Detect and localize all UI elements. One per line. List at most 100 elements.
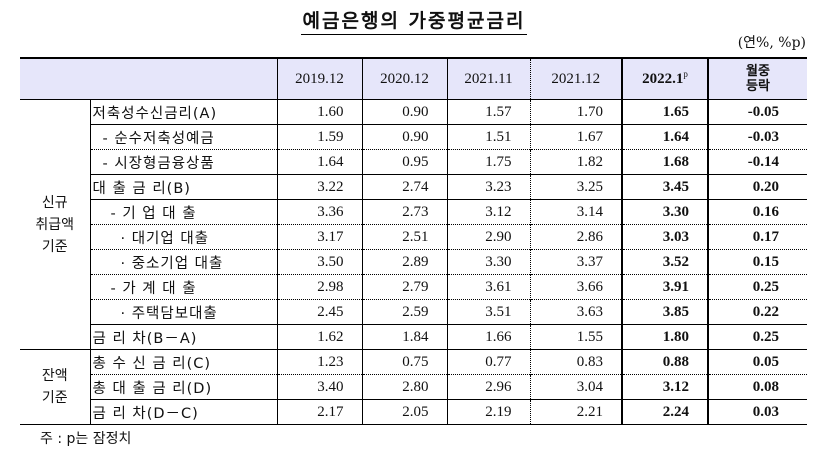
row-label: 대 출 금 리(B) <box>89 174 277 200</box>
cell-2021-11: 3.51 <box>446 299 530 325</box>
cell-2022-1: 1.80 <box>621 324 709 350</box>
header-2021-12: 2021.12 <box>529 57 622 100</box>
row-label: 총 수 신 금 리(C) <box>89 349 277 375</box>
cell-2021-11: 3.12 <box>446 199 530 225</box>
header-2019-12: 2019.12 <box>276 57 362 100</box>
cell-2021-12: 3.25 <box>529 174 622 200</box>
cell-2021-11: 1.57 <box>446 99 530 125</box>
cell-2022-1: 3.85 <box>621 299 709 325</box>
cell-2019-12: 3.36 <box>276 199 362 225</box>
group-balance: 잔액 기준 <box>20 349 90 425</box>
group-line: 신규 <box>41 194 68 211</box>
cell-2021-12: 3.37 <box>529 249 622 275</box>
row-label: · 중소기업 대출 <box>89 249 277 275</box>
cell-change: 0.25 <box>708 274 807 300</box>
cell-2021-11: 3.23 <box>446 174 530 200</box>
row-label: 총 대 출 금 리(D) <box>89 374 277 400</box>
row-label: 금 리 차(B－A) <box>89 324 277 350</box>
cell-2021-12: 1.67 <box>529 124 622 150</box>
header-2022-1-label: 2022.1 <box>642 70 684 87</box>
cell-2020-12: 0.90 <box>361 99 447 125</box>
cell-2021-12: 3.66 <box>529 274 622 300</box>
cell-2020-12: 2.73 <box>361 199 447 225</box>
header-monthly-change: 월중 등락 <box>708 57 807 100</box>
cell-2022-1: 3.45 <box>621 174 709 200</box>
cell-2021-12: 3.14 <box>529 199 622 225</box>
table-row: · 대기업 대출 3.17 2.51 2.90 2.86 3.03 0.17 <box>20 224 807 250</box>
cell-2022-1: 3.12 <box>621 374 709 400</box>
table-row: 총 대 출 금 리(D) 3.40 2.80 2.96 3.04 3.12 0.… <box>20 374 807 400</box>
cell-2019-12: 3.22 <box>276 174 362 200</box>
table-row: 대 출 금 리(B) 3.22 2.74 3.23 3.25 3.45 0.20 <box>20 174 807 200</box>
row-label: · 주택담보대출 <box>89 299 277 325</box>
cell-change: 0.17 <box>708 224 807 250</box>
cell-2020-12: 1.84 <box>361 324 447 350</box>
cell-2021-11: 1.75 <box>446 149 530 175</box>
cell-2021-11: 1.66 <box>446 324 530 350</box>
row-label: - 순수저축성예금 <box>89 124 277 150</box>
cell-2020-12: 2.80 <box>361 374 447 400</box>
cell-2019-12: 1.59 <box>276 124 362 150</box>
interest-rate-table: 2019.12 2020.12 2021.11 2021.12 2022.1p … <box>20 57 807 425</box>
cell-2021-11: 3.61 <box>446 274 530 300</box>
table-row: · 중소기업 대출 3.50 2.89 3.30 3.37 3.52 0.15 <box>20 249 807 275</box>
table-row: - 시장형금융상품 1.64 0.95 1.75 1.82 1.68 -0.14 <box>20 149 807 175</box>
cell-2020-12: 2.59 <box>361 299 447 325</box>
cell-2021-11: 2.90 <box>446 224 530 250</box>
cell-2021-11: 1.51 <box>446 124 530 150</box>
cell-2020-12: 2.74 <box>361 174 447 200</box>
row-label: - 시장형금융상품 <box>89 149 277 175</box>
cell-2022-1: 3.52 <box>621 249 709 275</box>
cell-2019-12: 2.17 <box>276 399 362 425</box>
group-new-amount: 신규 취급액 기준 <box>20 99 90 350</box>
cell-2020-12: 2.05 <box>361 399 447 425</box>
preliminary-mark: p <box>683 68 688 79</box>
header-change-line1: 월중 <box>746 64 770 79</box>
cell-change: 0.08 <box>708 374 807 400</box>
cell-2022-1: 3.03 <box>621 224 709 250</box>
row-label: - 기 업 대 출 <box>89 199 277 225</box>
cell-2021-12: 1.55 <box>529 324 622 350</box>
table-row: 신규 취급액 기준 저축성수신금리(A) 1.60 0.90 1.57 1.70… <box>20 99 807 350</box>
cell-2022-1: 1.65 <box>621 99 709 125</box>
cell-2022-1: 1.68 <box>621 149 709 175</box>
cell-2020-12: 0.75 <box>361 349 447 375</box>
cell-2019-12: 2.98 <box>276 274 362 300</box>
table-row: 잔액 기준 총 수 신 금 리(C) 1.23 0.75 0.77 0.83 0… <box>20 349 807 425</box>
row-label: 저축성수신금리(A) <box>89 99 277 125</box>
cell-2022-1: 3.30 <box>621 199 709 225</box>
cell-2020-12: 2.89 <box>361 249 447 275</box>
cell-2022-1: 0.88 <box>621 349 709 375</box>
cell-2022-1: 2.24 <box>621 399 709 425</box>
cell-2019-12: 1.62 <box>276 324 362 350</box>
cell-change: -0.14 <box>708 149 807 175</box>
cell-2019-12: 1.60 <box>276 99 362 125</box>
title-text: 예금은행의 가중평균금리 <box>300 10 528 35</box>
cell-2019-12: 3.50 <box>276 249 362 275</box>
cell-2021-11: 2.19 <box>446 399 530 425</box>
group-line: 기준 <box>41 390 68 406</box>
cell-change: 0.20 <box>708 174 807 200</box>
header-2021-11: 2021.11 <box>446 57 530 100</box>
table-row: - 가 계 대 출 2.98 2.79 3.61 3.66 3.91 0.25 <box>20 274 807 300</box>
unit-label: (연%, %p) <box>737 35 806 51</box>
cell-change: -0.03 <box>708 124 807 150</box>
cell-change: -0.05 <box>708 99 807 125</box>
cell-change: 0.25 <box>708 324 807 350</box>
cell-2019-12: 1.23 <box>276 349 362 375</box>
cell-2021-12: 1.82 <box>529 149 622 175</box>
header-row: 2019.12 2020.12 2021.11 2021.12 2022.1p … <box>20 57 807 100</box>
cell-2020-12: 0.90 <box>361 124 447 150</box>
table-row: 금 리 차(B－A) 1.62 1.84 1.66 1.55 1.80 0.25 <box>20 324 807 350</box>
cell-2021-11: 3.30 <box>446 249 530 275</box>
cell-change: 0.03 <box>708 399 807 425</box>
cell-2020-12: 2.79 <box>361 274 447 300</box>
row-label: - 가 계 대 출 <box>89 274 277 300</box>
header-change-line2: 등락 <box>746 79 770 94</box>
cell-2021-12: 1.70 <box>529 99 622 125</box>
cell-2019-12: 3.17 <box>276 224 362 250</box>
cell-2021-12: 3.04 <box>529 374 622 400</box>
cell-2020-12: 2.51 <box>361 224 447 250</box>
cell-2022-1: 1.64 <box>621 124 709 150</box>
footnote: 주 : p는 잠정치 <box>40 431 132 447</box>
